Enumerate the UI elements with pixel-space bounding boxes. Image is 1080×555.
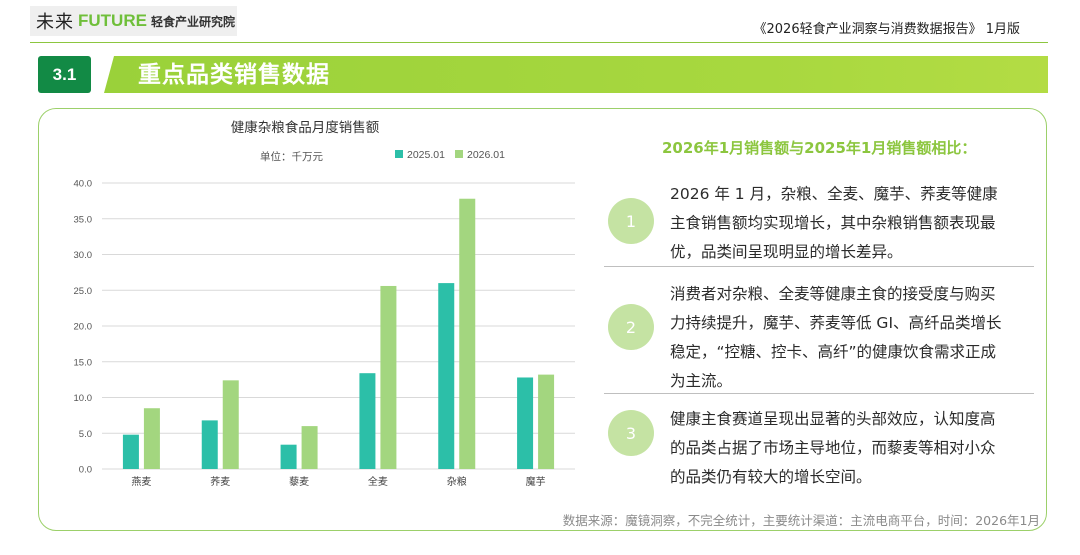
y-tick-label: 35.0 — [74, 214, 93, 225]
insight-text: 健康主食赛道呈现出显著的头部效应，认知度高的品类占据了市场主导地位，而藜麦等相对… — [670, 410, 996, 486]
section-number: 3.1 — [38, 56, 91, 93]
bar — [359, 373, 376, 469]
legend-swatch — [395, 150, 403, 158]
x-tick-label: 藜麦 — [289, 475, 309, 488]
bar — [222, 380, 239, 469]
x-tick-label: 荞麦 — [210, 476, 230, 488]
bar — [459, 198, 476, 469]
x-tick-label: 全麦 — [368, 475, 388, 488]
section-banner — [104, 56, 1048, 93]
y-tick-label: 15.0 — [74, 357, 93, 368]
logo-cn: 未来 — [36, 12, 74, 33]
insight-number-badge: 3 — [608, 410, 654, 456]
bar — [201, 420, 218, 469]
insight-text: 2026 年 1 月，杂粮、全麦、魔芋、荞麦等健康主食销售额均实现增长，其中杂粮… — [670, 185, 998, 261]
bar — [122, 434, 139, 469]
y-tick-label: 30.0 — [74, 250, 93, 261]
y-tick-label: 0.0 — [79, 465, 92, 476]
logo-sub: 轻食产业研究院 — [150, 14, 235, 29]
divider — [604, 393, 1034, 394]
report-title: 《2026轻食产业洞察与消费数据报告》 1月版 — [753, 22, 1021, 37]
insight-number-badge: 1 — [608, 198, 654, 244]
bar — [517, 377, 534, 469]
chart-unit-label: 单位：千万元 — [260, 150, 323, 163]
header-divider — [30, 42, 1048, 43]
data-source: 数据来源：魔镜洞察，不完全统计，主要统计渠道：主流电商平台，时间：2026年1月 — [562, 513, 1040, 528]
chart-title: 健康杂粮食品月度销售额 — [231, 119, 380, 136]
compare-title: 2026年1月销售额与2025年1月销售额相比： — [662, 139, 977, 157]
bar — [301, 426, 318, 469]
legend-swatch — [455, 150, 463, 158]
bar — [143, 408, 160, 469]
insight-number-badge: 2 — [608, 304, 654, 350]
bar — [380, 285, 397, 469]
divider — [604, 266, 1034, 267]
bar — [280, 444, 297, 469]
bar — [438, 283, 455, 469]
y-tick-label: 5.0 — [79, 429, 92, 440]
bar — [538, 374, 555, 469]
legend-label: 2025.01 — [407, 149, 445, 161]
y-tick-label: 25.0 — [74, 286, 93, 297]
x-tick-label: 燕麦 — [131, 476, 151, 488]
logo-en: FUTURE — [78, 11, 147, 30]
y-tick-label: 10.0 — [74, 393, 93, 404]
insight-text: 消费者对杂粮、全麦等健康主食的接受度与购买力持续提升，魔芋、荞麦等低 GI、高纤… — [670, 285, 1002, 390]
x-tick-label: 魔芋 — [526, 475, 546, 488]
legend-label: 2026.01 — [467, 149, 505, 161]
y-tick-label: 20.0 — [74, 322, 93, 333]
x-tick-label: 杂粮 — [447, 475, 467, 488]
y-tick-label: 40.0 — [74, 179, 93, 190]
logo: 未来 FUTURE 轻食产业研究院 — [30, 6, 237, 36]
section-title: 重点品类销售数据 — [138, 62, 330, 88]
